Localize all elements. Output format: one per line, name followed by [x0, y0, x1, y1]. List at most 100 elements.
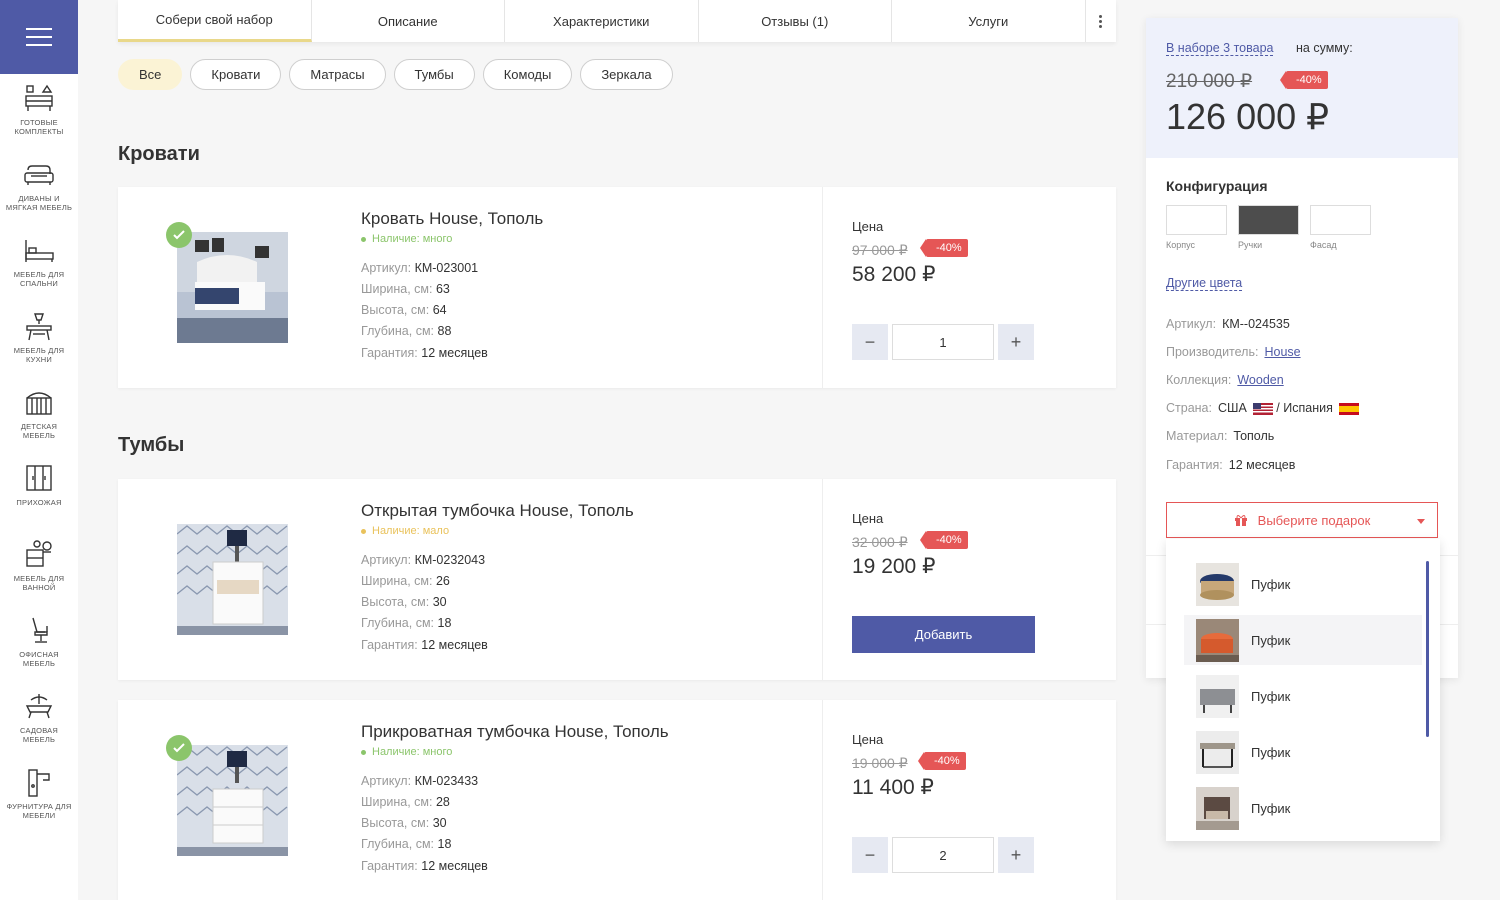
- current-price: 11 400 ₽: [852, 776, 934, 799]
- filter-all[interactable]: Все: [118, 59, 183, 90]
- availability-dot: [361, 749, 366, 755]
- tab-reviews[interactable]: Отзывы (1): [699, 0, 892, 42]
- selected-check-icon[interactable]: [166, 222, 192, 248]
- gift-dropdown: Пуфик Пуфик Пуфик Пуфик Пуфик: [1166, 539, 1440, 841]
- current-price: 58 200 ₽: [852, 263, 936, 286]
- maker-link[interactable]: House: [1264, 345, 1301, 359]
- garden-icon: [25, 694, 53, 719]
- set-items-link[interactable]: В наборе 3 товара: [1166, 41, 1274, 56]
- sidebar-item-kitchen[interactable]: Мебель для кухни: [0, 302, 78, 378]
- spec-value: 64: [432, 303, 447, 317]
- sidebar-item-garden[interactable]: Садовая мебель: [0, 682, 78, 758]
- ready-sets-icon: [25, 84, 53, 111]
- sidebar-item-office[interactable]: Офисная мебель: [0, 606, 78, 682]
- gift-thumbnail: [1196, 562, 1239, 606]
- sidebar-item-bathroom[interactable]: Мебель для ванной: [0, 530, 78, 606]
- decrease-button[interactable]: −: [852, 837, 888, 873]
- swatch-label: Фасад: [1310, 240, 1337, 250]
- spec-article: Артикул: КМ-0232043: [361, 553, 485, 567]
- swatch-body[interactable]: [1166, 205, 1227, 235]
- gift-option-name: Пуфик: [1251, 744, 1291, 760]
- spec-warranty: Гарантия: 12 месяцев: [361, 346, 488, 360]
- office-chair-icon: [32, 617, 48, 643]
- spec-warranty: Гарантия: 12 месяцев: [361, 859, 488, 873]
- gift-option[interactable]: Пуфик: [1184, 783, 1422, 833]
- set-discount-badge: -40%: [1280, 71, 1328, 89]
- spec-depth: Глубина, см: 18: [361, 837, 451, 851]
- gift-option[interactable]: Пуфик: [1184, 615, 1422, 665]
- hardware-icon: [28, 769, 50, 797]
- price-label: Цена: [852, 219, 884, 234]
- swatch-facade[interactable]: [1310, 205, 1371, 235]
- card-divider: [822, 187, 823, 388]
- swatch-label: Корпус: [1166, 240, 1196, 250]
- increase-button[interactable]: +: [998, 324, 1034, 360]
- info-label: Гарантия:: [1166, 458, 1223, 472]
- spec-warranty: Гарантия: 12 месяцев: [361, 638, 488, 652]
- product-title[interactable]: Кровать House, Тополь: [361, 209, 544, 228]
- more-tabs-button[interactable]: [1086, 0, 1117, 42]
- spec-label: Высота, см:: [361, 816, 430, 830]
- product-card: Открытая тумбочка House, Тополь Наличие:…: [118, 479, 1116, 680]
- spec-label: Ширина, см:: [361, 282, 433, 296]
- spec-label: Высота, см:: [361, 595, 430, 609]
- product-title[interactable]: Прикроватная тумбочка House, Тополь: [361, 722, 669, 741]
- section-title-nightstands: Тумбы: [118, 434, 185, 456]
- info-label: Материал:: [1166, 429, 1228, 443]
- product-card: Прикроватная тумбочка House, Тополь Нали…: [118, 700, 1116, 900]
- kitchen-icon: [26, 313, 52, 341]
- product-title[interactable]: Открытая тумбочка House, Тополь: [361, 501, 634, 520]
- product-image-bedside-table[interactable]: [177, 745, 288, 856]
- selected-check-icon[interactable]: [166, 735, 192, 761]
- gift-select-label: Выберите подарок: [1257, 512, 1371, 528]
- collection-link[interactable]: Wooden: [1237, 373, 1284, 387]
- tab-specs[interactable]: Характеристики: [505, 0, 699, 42]
- sidebar-item-ready-sets[interactable]: Готовые комплекты: [0, 74, 78, 150]
- tab-description[interactable]: Описание: [312, 0, 505, 42]
- spec-value: КМ-023001: [414, 261, 479, 275]
- filter-beds[interactable]: Кровати: [190, 59, 282, 90]
- product-image-nightstand[interactable]: [177, 524, 288, 635]
- gift-option[interactable]: Пуфик: [1184, 727, 1422, 777]
- filter-mattresses[interactable]: Матрасы: [289, 59, 386, 90]
- spec-label: Глубина, см:: [361, 616, 435, 630]
- swatch-handles[interactable]: [1238, 205, 1299, 235]
- sidebar-item-sofas[interactable]: Диваны и мягкая мебель: [0, 150, 78, 226]
- decrease-button[interactable]: −: [852, 324, 888, 360]
- gift-option[interactable]: Пуфик: [1184, 671, 1422, 721]
- menu-button[interactable]: [0, 0, 78, 74]
- chevron-down-icon: [1417, 519, 1425, 524]
- info-label: Страна:: [1166, 401, 1212, 415]
- sidebar-label: Прихожая: [16, 498, 62, 507]
- dropdown-scrollbar[interactable]: [1426, 561, 1429, 737]
- tab-build-set[interactable]: Собери свой набор: [118, 0, 312, 42]
- filter-nightstands[interactable]: Тумбы: [393, 59, 475, 90]
- sidebar-item-hallway[interactable]: Прихожая: [0, 454, 78, 530]
- other-colors-link[interactable]: Другие цвета: [1166, 276, 1243, 291]
- spain-flag-icon: [1339, 402, 1360, 415]
- sidebar-label: Фурнитура для мебели: [6, 802, 72, 820]
- sidebar-item-bedroom[interactable]: Мебель для спальни: [0, 226, 78, 302]
- spec-article: Артикул: КМ-023433: [361, 774, 478, 788]
- gift-option-name: Пуфик: [1251, 632, 1291, 648]
- add-to-set-button[interactable]: Добавить: [852, 616, 1035, 653]
- spec-depth: Глубина, см: 18: [361, 616, 451, 630]
- info-label: Коллекция:: [1166, 373, 1232, 387]
- sidebar-label: Мебель для кухни: [13, 346, 65, 364]
- tab-services[interactable]: Услуги: [892, 0, 1086, 42]
- product-image-bed[interactable]: [177, 232, 288, 343]
- quantity-input[interactable]: 1: [892, 324, 994, 360]
- info-value: КМ--024535: [1222, 317, 1290, 331]
- filter-mirrors[interactable]: Зеркала: [580, 59, 673, 90]
- gift-select[interactable]: Выберите подарок: [1166, 502, 1438, 538]
- quantity-input[interactable]: 2: [892, 837, 994, 873]
- spec-value: 12 месяцев: [421, 638, 488, 652]
- sidebar-item-hardware[interactable]: Фурнитура для мебели: [0, 758, 78, 834]
- gift-option[interactable]: Пуфик: [1184, 559, 1422, 609]
- price-label: Цена: [852, 511, 884, 526]
- sidebar-item-kids[interactable]: Детская мебель: [0, 378, 78, 454]
- spec-height: Высота, см: 30: [361, 595, 447, 609]
- increase-button[interactable]: +: [998, 837, 1034, 873]
- spec-label: Гарантия:: [361, 638, 418, 652]
- filter-dressers[interactable]: Комоды: [482, 59, 573, 90]
